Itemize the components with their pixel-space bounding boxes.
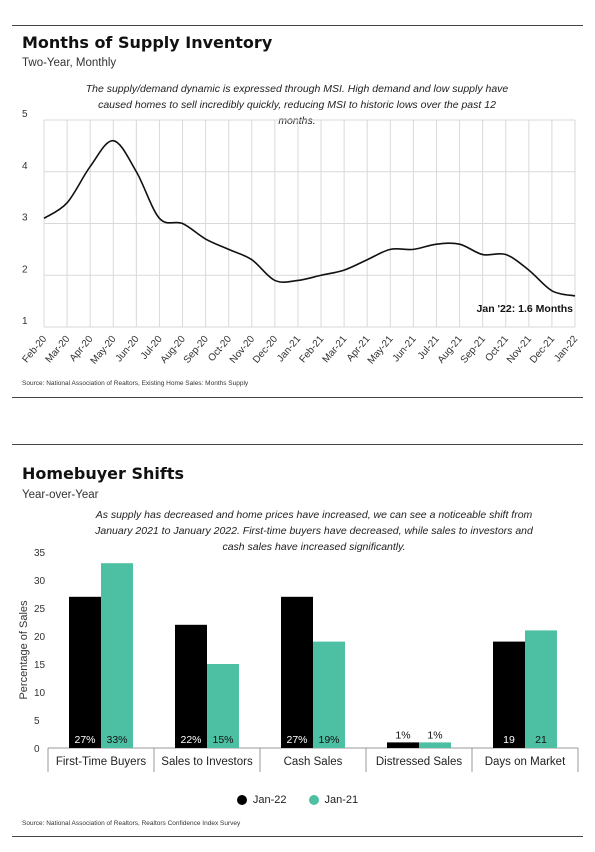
msi-y-tick-label: 2	[22, 264, 28, 275]
bar-jan-21	[313, 641, 345, 748]
bar-data-label: 27%	[74, 734, 95, 746]
bar-jan-22	[175, 624, 207, 748]
bar-category-label: First-Time Buyers	[56, 756, 147, 768]
bar-data-label: 27%	[286, 734, 307, 746]
top-divider	[12, 25, 583, 26]
msi-y-tick-label: 3	[22, 213, 28, 224]
bar-y-tick-label: 0	[34, 744, 40, 755]
bar-y-tick-label: 25	[34, 604, 46, 615]
legend-label-jan22: Jan-22	[252, 794, 287, 806]
bar-y-tick-label: 15	[34, 660, 46, 671]
section2-divider	[12, 444, 583, 445]
bar-y-tick-label: 5	[34, 716, 40, 727]
msi-y-tick-label: 5	[22, 109, 28, 120]
msi-y-tick-label: 4	[22, 161, 28, 172]
bar-y-tick-label: 30	[34, 576, 46, 587]
bar-jan-22	[69, 596, 101, 748]
bar-jan-21	[419, 742, 451, 748]
homebuyer-chart-description: As supply has decreased and home prices …	[95, 509, 533, 553]
bottom-divider	[12, 836, 583, 837]
bar-data-label: 19	[503, 734, 515, 746]
bar-jan-22	[493, 641, 525, 748]
bar-y-tick-label: 20	[34, 632, 46, 643]
msi-chart-source: Source: National Association of Realtors…	[22, 380, 249, 387]
msi-chart-description: The supply/demand dynamic is expressed t…	[85, 83, 509, 127]
bar-y-axis-label: Percentage of Sales	[18, 600, 30, 700]
legend-swatch-jan21	[308, 795, 319, 805]
bar-jan-22	[281, 596, 313, 748]
bar-data-label: 33%	[106, 734, 127, 746]
msi-y-tick-label: 1	[22, 316, 28, 327]
bar-data-label: 1%	[395, 729, 410, 741]
homebuyer-chart-source: Source: National Association of Realtors…	[22, 820, 241, 827]
bar-category-label: Sales to Investors	[161, 756, 253, 768]
bar-data-label: 22%	[180, 734, 201, 746]
bar-jan-22	[387, 742, 419, 748]
msi-series-line	[43, 139, 576, 297]
bar-jan-21	[101, 563, 133, 748]
bar-data-label: 19%	[318, 734, 339, 746]
middle-divider	[12, 397, 583, 398]
homebuyer-chart-subtitle: Year-over-Year	[22, 489, 99, 501]
bar-data-label: 21	[535, 734, 547, 746]
msi-chart-title: Months of Supply Inventory	[22, 33, 273, 52]
msi-annotation: Jan '22: 1.6 Months	[477, 303, 574, 315]
bar-y-tick-label: 35	[34, 548, 46, 559]
bar-jan-21	[525, 630, 557, 748]
bar-chart-legend: Jan-22 Jan-21	[0, 794, 595, 806]
legend-label-jan21: Jan-21	[324, 794, 359, 806]
legend-swatch-jan22	[236, 795, 247, 805]
bar-jan-21	[207, 664, 239, 748]
bar-category-label: Distressed Sales	[376, 756, 463, 768]
msi-line-chart: 12345Feb-20Mar-20Apr-20May-20Jun-20Jul-2…	[21, 109, 581, 366]
bar-data-label: 15%	[212, 734, 233, 746]
bar-y-tick-label: 10	[34, 688, 46, 699]
legend-item-jan21: Jan-21	[308, 794, 359, 806]
bar-category-label: Days on Market	[485, 756, 566, 768]
legend-item-jan22: Jan-22	[236, 794, 287, 806]
homebuyer-chart-title: Homebuyer Shifts	[22, 464, 185, 483]
msi-chart-subtitle: Two-Year, Monthly	[22, 57, 117, 69]
bar-data-label: 1%	[427, 729, 442, 741]
bar-category-label: Cash Sales	[284, 756, 343, 768]
